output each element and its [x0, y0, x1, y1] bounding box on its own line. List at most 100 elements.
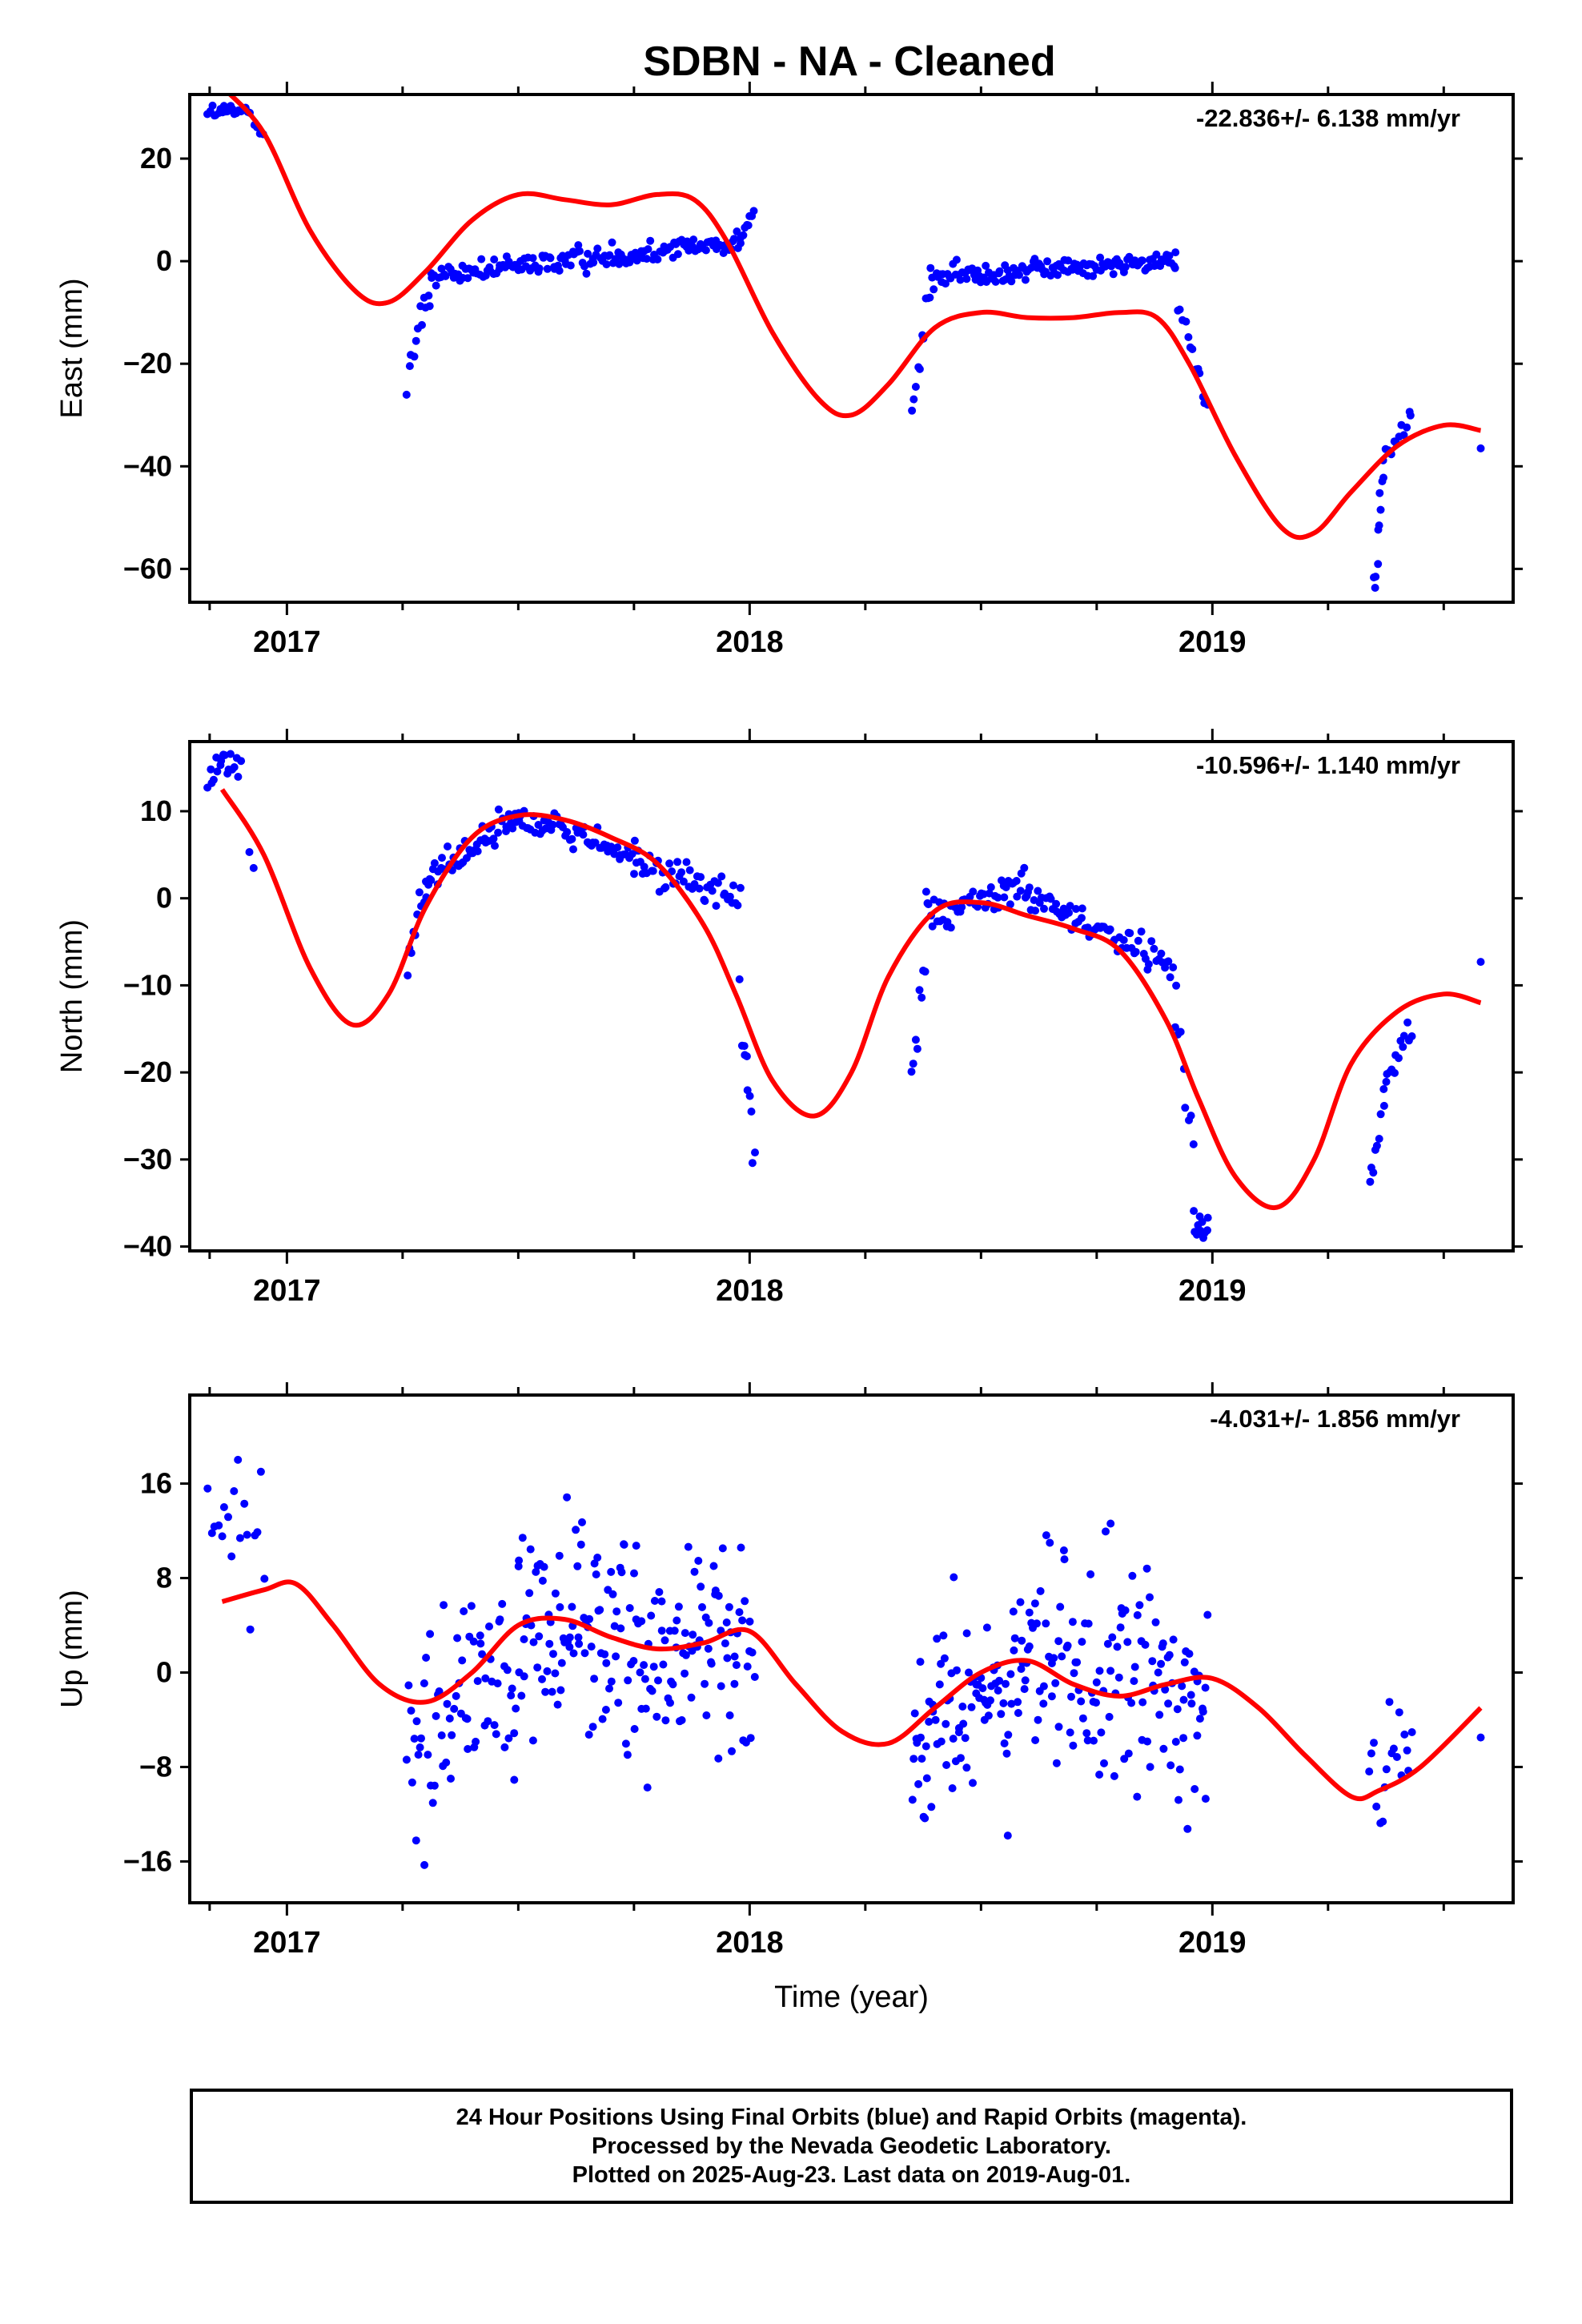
up-data-point [717, 1682, 725, 1691]
up-data-point [450, 1704, 459, 1713]
east-data-point [543, 264, 552, 273]
up-data-point [605, 1684, 613, 1693]
up-data-point [1187, 1699, 1196, 1708]
up-xtick-label: 2018 [716, 1926, 784, 1960]
east-data-point [615, 259, 624, 268]
up-data-point [735, 1608, 744, 1617]
north-data-point [613, 843, 622, 852]
up-data-point [432, 1711, 440, 1720]
east-data-point [576, 247, 584, 255]
east-data-point [412, 336, 420, 345]
north-data-point [1203, 1213, 1212, 1222]
north-data-point [249, 863, 258, 872]
up-data-point [574, 1633, 583, 1642]
up-data-point [476, 1639, 485, 1648]
up-data-point [942, 1719, 950, 1728]
east-data-point [733, 227, 741, 235]
up-data-point [681, 1651, 690, 1659]
north-data-point [568, 834, 576, 843]
east-data-point [432, 281, 440, 290]
up-data-point [1186, 1691, 1195, 1699]
north-data-point [1066, 902, 1074, 911]
up-data-point [942, 1761, 951, 1769]
north-data-point [1012, 877, 1021, 885]
up-data-point [967, 1703, 976, 1711]
up-data-point [580, 1649, 589, 1658]
up-data-point [445, 1714, 454, 1723]
up-data-point [543, 1667, 552, 1675]
up-data-point [718, 1544, 727, 1553]
up-data-point [1006, 1670, 1015, 1679]
up-data-point [669, 1680, 677, 1689]
footer-line-2: Processed by the Nevada Geodetic Laborat… [592, 2133, 1111, 2159]
east-panel: −60 −40 −20 0 20 2017 2018 2019 East (mm) -22.836… [55, 82, 1523, 659]
north-data-point [430, 858, 439, 867]
north-data-point [494, 828, 503, 837]
up-data-point [608, 1590, 617, 1598]
north-ytick-label: −20 [123, 1055, 172, 1088]
up-ytick-label: −16 [123, 1844, 172, 1877]
north-data-point [909, 1059, 917, 1068]
up-data-point [931, 1715, 940, 1724]
up-data-point [1034, 1715, 1042, 1724]
up-data-point [610, 1622, 619, 1630]
up-data-point [518, 1534, 527, 1542]
up-data-point [1379, 1817, 1387, 1826]
up-data-point [1174, 1795, 1182, 1804]
up-data-point [743, 1663, 752, 1671]
up-data-point [953, 1666, 961, 1675]
east-data-point [908, 406, 917, 415]
up-ylabel: Up (mm) [55, 1590, 89, 1708]
up-data-point [1095, 1667, 1104, 1675]
north-data-point [1366, 1177, 1375, 1186]
up-data-point [556, 1602, 564, 1611]
up-model-curve [221, 1579, 1483, 1802]
up-data-point [1382, 1765, 1391, 1774]
north-data-point [1134, 936, 1142, 945]
up-data-point [426, 1630, 435, 1638]
up-data-point [601, 1706, 610, 1714]
up-data-point [995, 1676, 1004, 1685]
east-data-point [642, 255, 651, 263]
up-data-point [1165, 1651, 1174, 1659]
up-data-point [614, 1699, 623, 1707]
up-data-point [1151, 1618, 1160, 1626]
north-data-point [924, 900, 933, 909]
up-data-point [565, 1642, 574, 1651]
up-data-point [649, 1663, 658, 1671]
up-data-point [1157, 1659, 1166, 1668]
up-data-point [1039, 1699, 1048, 1708]
north-data-point [1407, 1032, 1416, 1040]
up-data-point [414, 1751, 423, 1759]
north-data-point [1176, 1027, 1185, 1036]
north-data-point [708, 887, 717, 895]
north-xtick-label: 2019 [1178, 1274, 1247, 1308]
north-data-point [1379, 1101, 1388, 1110]
up-data-point [1395, 1708, 1403, 1717]
north-ytick-label: −40 [123, 1230, 172, 1263]
up-data-point [533, 1663, 542, 1672]
up-data-point [624, 1676, 632, 1685]
up-data-point [230, 1487, 239, 1495]
north-xtick-label: 2018 [716, 1274, 784, 1308]
up-data-point [1106, 1667, 1115, 1675]
up-data-point [657, 1597, 666, 1606]
up-data-point [440, 1601, 448, 1610]
up-data-point [1159, 1744, 1168, 1753]
up-data-point [467, 1602, 476, 1610]
up-data-point [701, 1679, 709, 1688]
up-data-point [1004, 1731, 1013, 1739]
up-data-point [986, 1696, 994, 1705]
up-data-point [243, 1530, 251, 1539]
up-data-point [1025, 1608, 1034, 1617]
up-data-point [714, 1754, 723, 1763]
up-data-point [1090, 1736, 1098, 1745]
east-data-point [608, 238, 616, 247]
up-data-point [1114, 1673, 1123, 1682]
north-ytick-label: −30 [123, 1143, 172, 1176]
up-data-point [1179, 1695, 1188, 1704]
up-data-point [557, 1659, 566, 1667]
north-data-point [747, 1108, 756, 1116]
east-data-point [1027, 263, 1036, 272]
up-data-point [573, 1562, 582, 1570]
